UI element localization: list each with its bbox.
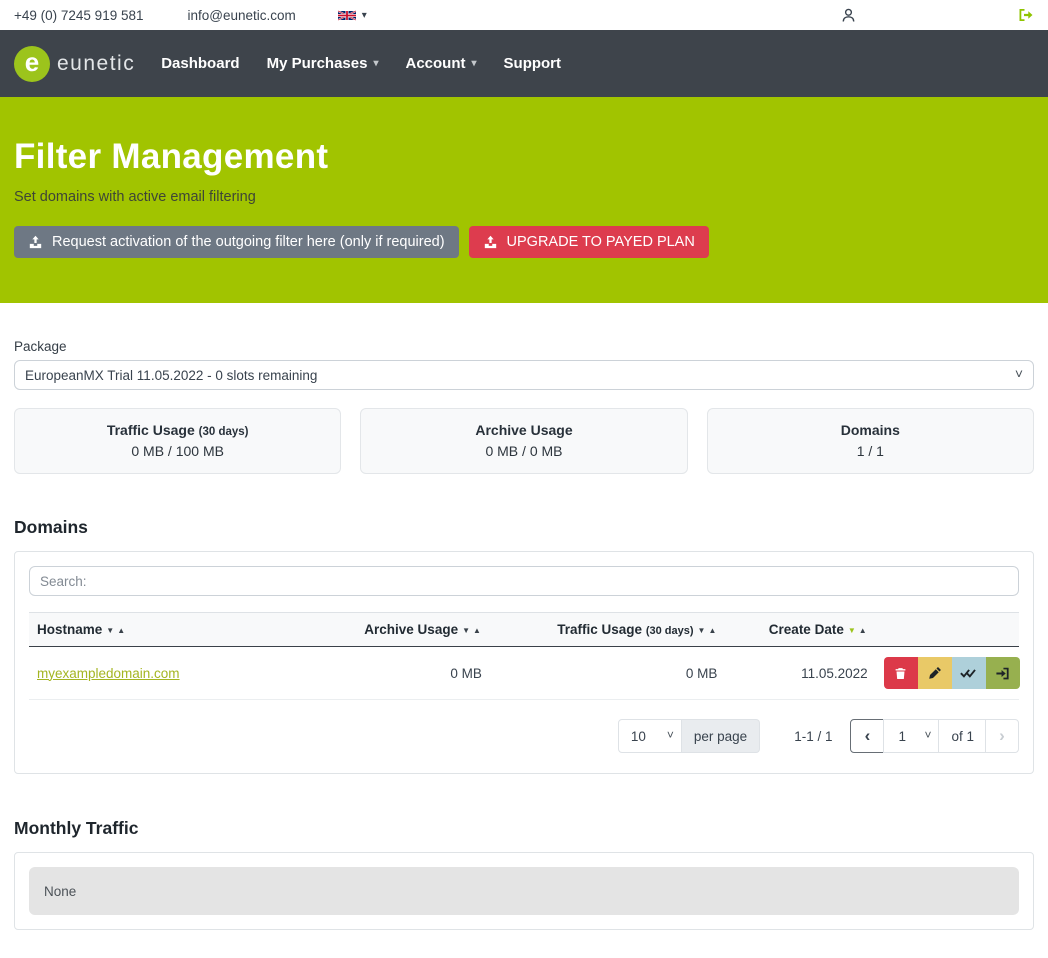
stat-title-suffix: (30 days) (198, 426, 249, 438)
phone-number: +49 (0) 7245 919 581 (14, 7, 144, 23)
monthly-traffic-empty-state: None (29, 867, 1019, 915)
sign-in-icon (996, 667, 1009, 679)
page-title: Filter Management (14, 137, 329, 176)
cell-traffic-usage: 0 MB (489, 646, 726, 700)
user-account-button[interactable] (840, 7, 857, 24)
nav-item-support[interactable]: Support (503, 55, 562, 72)
double-check-icon (960, 669, 976, 678)
sort-desc-icon[interactable]: ▼ (462, 626, 471, 635)
nav-item-dashboard[interactable]: Dashboard (161, 55, 240, 72)
stat-title: Archive Usage (475, 422, 573, 438)
page-subtitle: Set domains with active email filtering (14, 189, 256, 205)
brand-logo-icon: e (14, 45, 50, 82)
stat-cards: Traffic Usage (30 days) 0 MB / 100 MB Ar… (14, 408, 1034, 474)
next-page-button[interactable]: › (985, 719, 1019, 753)
caret-down-icon: ▾ (471, 58, 477, 69)
package-select-wrap: EuropeanMX Trial 11.05.2022 - 0 slots re… (14, 360, 1034, 390)
main-navbar: e eunetic Dashboard My Purchases ▾ Accou… (0, 30, 1048, 97)
nav-links: Dashboard My Purchases ▾ Account ▾ Suppo… (161, 55, 561, 72)
per-page-group: 10 ˅ per page (617, 719, 761, 753)
sort-desc-icon[interactable]: ▼ (697, 626, 707, 635)
page-size-select[interactable]: 10 (617, 719, 682, 753)
domain-link[interactable]: myexampledomain.com (37, 665, 180, 681)
caret-down-icon: ▾ (361, 9, 367, 21)
stat-value: 0 MB / 0 MB (485, 443, 563, 459)
monthly-traffic-panel: None (14, 852, 1034, 930)
main-content: Package EuropeanMX Trial 11.05.2022 - 0 … (0, 339, 1048, 930)
package-label: Package (14, 339, 67, 354)
result-range-label: 1-1 / 1 (794, 728, 833, 744)
per-page-label: per page (681, 719, 761, 753)
stat-card-traffic-usage: Traffic Usage (30 days) 0 MB / 100 MB (14, 408, 342, 474)
column-header-hostname[interactable]: Hostname ▼ ▲ (29, 612, 310, 647)
table-row: myexampledomain.com 0 MB 0 MB 11.05.2022 (29, 646, 1020, 700)
request-outgoing-filter-button[interactable]: Request activation of the outgoing filte… (14, 226, 459, 258)
nav-item-account[interactable]: Account ▾ (405, 55, 477, 72)
stat-value: 0 MB / 100 MB (131, 443, 224, 459)
package-select[interactable]: EuropeanMX Trial 11.05.2022 - 0 slots re… (14, 360, 1034, 390)
brand-logo[interactable]: e eunetic (14, 45, 136, 82)
nav-item-my-purchases[interactable]: My Purchases ▾ (266, 55, 379, 72)
stat-card-archive-usage: Archive Usage 0 MB / 0 MB (360, 408, 688, 474)
brand-name: eunetic (57, 51, 136, 75)
verify-domain-button[interactable] (951, 657, 986, 689)
pencil-icon (928, 667, 941, 679)
domains-heading: Domains (14, 517, 88, 537)
sort-asc-icon[interactable]: ▲ (117, 626, 127, 635)
user-icon (842, 8, 855, 22)
row-actions (883, 657, 1020, 689)
column-header-traffic-usage[interactable]: Traffic Usage (30 days) ▼ ▲ (489, 612, 726, 647)
hero-banner: Filter Management Set domains with activ… (0, 97, 1048, 303)
page-count-label: of 1 (939, 719, 986, 753)
pager-group: ‹ 1 ˅ of 1 › (850, 719, 1019, 753)
previous-page-button[interactable]: ‹ (850, 719, 885, 753)
sort-desc-icon-active[interactable]: ▼ (847, 626, 857, 635)
uk-flag-icon (337, 9, 356, 21)
column-header-archive-usage[interactable]: Archive Usage ▼ ▲ (309, 612, 490, 647)
cell-archive-usage: 0 MB (309, 646, 490, 700)
stat-value: 1 / 1 (856, 443, 884, 459)
sort-desc-icon[interactable]: ▼ (106, 626, 116, 635)
column-header-create-date[interactable]: Create Date ▼ ▲ (725, 612, 876, 647)
edit-domain-button[interactable] (917, 657, 952, 689)
logout-button[interactable] (1017, 7, 1034, 23)
top-utility-bar: +49 (0) 7245 919 581 info@eunetic.com ▾ (0, 0, 1048, 30)
domains-search-input[interactable] (29, 566, 1019, 596)
stat-title: Traffic Usage (106, 422, 195, 438)
table-header-row: Hostname ▼ ▲ Archive Usage ▼ ▲ Traffic Usage… (29, 612, 1019, 647)
stat-title: Domains (840, 422, 900, 438)
stat-card-domains: Domains 1 / 1 (706, 408, 1034, 474)
hero-buttons: Request activation of the outgoing filte… (14, 226, 1034, 258)
logout-icon (1019, 9, 1033, 21)
upload-icon (29, 235, 42, 249)
language-selector[interactable]: ▾ (337, 9, 367, 21)
cell-create-date: 11.05.2022 (725, 646, 876, 700)
login-to-domain-button[interactable] (985, 657, 1020, 689)
contact-email[interactable]: info@eunetic.com (187, 7, 296, 23)
column-header-actions (875, 612, 1019, 647)
upgrade-plan-button[interactable]: UPGRADE TO PAYED PLAN (468, 226, 709, 258)
upload-icon (484, 235, 496, 249)
caret-down-icon: ▾ (373, 58, 379, 69)
page-number-select[interactable]: 1 (883, 719, 940, 753)
delete-domain-button[interactable] (883, 657, 918, 689)
sort-asc-icon[interactable]: ▲ (858, 626, 868, 635)
domains-table: Hostname ▼ ▲ Archive Usage ▼ ▲ Traffic Usage… (29, 612, 1020, 700)
sort-asc-icon[interactable]: ▲ (708, 626, 718, 635)
trash-icon (895, 667, 906, 679)
monthly-traffic-heading: Monthly Traffic (14, 818, 139, 838)
pagination: 10 ˅ per page 1-1 / 1 ‹ 1 ˅ of 1 › (29, 719, 1019, 753)
sort-asc-icon[interactable]: ▲ (473, 626, 482, 635)
domains-panel: Hostname▼▲ Archive Usage▼▲ Traffic Usage… (14, 551, 1034, 774)
